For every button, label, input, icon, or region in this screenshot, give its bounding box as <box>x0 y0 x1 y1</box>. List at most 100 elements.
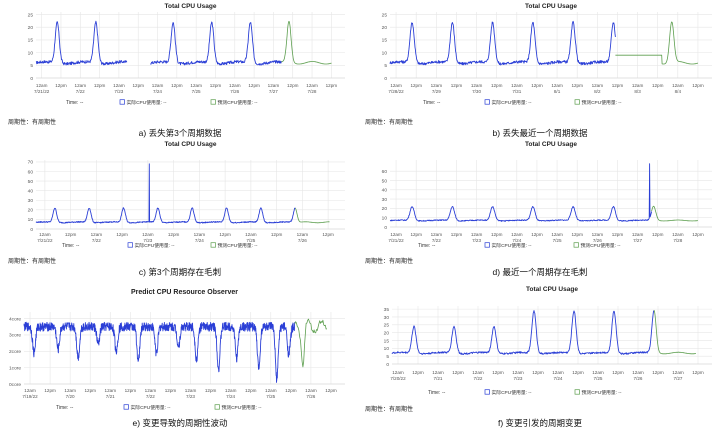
chart-svg-b: Total CPU Usage051015202512am7/28/2212pm… <box>382 3 712 106</box>
x-tick-label: 12am <box>672 370 684 375</box>
x-tick-label: 12am <box>552 370 564 375</box>
x-tick-label: 7/30 <box>472 89 481 94</box>
y-tick-label: 2core <box>9 349 21 355</box>
y-tick-label: 0 <box>384 225 387 231</box>
x-tick-label: 12pm <box>65 232 77 237</box>
x-tick-label: 12pm <box>532 370 544 375</box>
x-tick-label: 7/22 <box>92 238 101 243</box>
x-tick-label: 12pm <box>322 232 334 237</box>
x-tick-label: 7/26 <box>593 238 602 243</box>
legend-predicted-label: 预测CPU使用量: -- <box>222 404 262 411</box>
periodicity-label: 周期性：有周期性 <box>365 259 414 265</box>
predicted-series-line <box>653 310 697 355</box>
x-tick-label: 12pm <box>412 370 424 375</box>
x-tick-label: 12pm <box>492 370 504 375</box>
legend-actual-label: 实际CPU使用量: -- <box>492 242 532 249</box>
legend-predicted-label: 预测CPU使用量: -- <box>218 242 258 249</box>
legend-predicted-label: 预测CPU使用量: -- <box>582 389 622 396</box>
legend-actual-label: 实际CPU使用量: -- <box>127 99 167 106</box>
x-tick-label: 7/24 <box>195 238 204 243</box>
x-tick-label: 7/29 <box>432 89 441 94</box>
time-label: Time: <box>418 243 430 249</box>
x-tick-label: 12pm <box>692 83 704 88</box>
x-tick-label: 12pm <box>571 232 583 237</box>
legend-swatch-actual <box>484 389 490 395</box>
chart-svg-c: Total CPU Usage01020304050607012am7/21/2… <box>28 141 345 249</box>
x-tick-label: 12am <box>632 83 644 88</box>
legend-swatch-actual <box>484 242 490 248</box>
x-tick-label: 7/24 <box>512 238 521 243</box>
y-tick-label: 20 <box>28 25 34 31</box>
x-tick-label: 7/31 <box>512 89 521 94</box>
x-tick-label: 7/24 <box>226 394 235 399</box>
time-value: -- <box>70 405 74 411</box>
x-tick-label: 12am <box>194 232 206 237</box>
x-tick-label: 12pm <box>410 83 422 88</box>
y-tick-label: 15 <box>28 38 34 44</box>
x-tick-label: 12pm <box>572 370 584 375</box>
x-tick-label: 12pm <box>612 232 624 237</box>
chart-svg-e: Predict CPU Resource Observer 0core 1core 2… <box>9 289 345 411</box>
actual-series-line <box>149 21 282 66</box>
x-tick-label: 7/23 <box>186 394 195 399</box>
y-tick-label: 60 <box>28 169 34 175</box>
chart-title: Total CPU Usage <box>525 3 577 10</box>
x-tick-label: 7/21 <box>106 394 115 399</box>
x-tick-label: 12pm <box>491 232 503 237</box>
legend-swatch-predicted <box>214 404 220 410</box>
x-tick-label: 12am <box>24 388 36 393</box>
x-tick-label: 12am <box>511 232 523 237</box>
legend-actual-label: 实际CPU使用量: -- <box>135 242 175 249</box>
x-tick-label: 12am <box>471 232 483 237</box>
chart-panel-b: Total CPU Usage 0 5 10 15 20 25 12am 7/28/22 12pm… <box>360 0 720 126</box>
x-tick-label: 7/19/22 <box>22 394 38 399</box>
x-tick-label: 12pm <box>652 370 664 375</box>
x-tick-label: 12am <box>225 388 237 393</box>
x-tick-label: 7/22 <box>432 238 441 243</box>
x-tick-label: 12pm <box>205 388 217 393</box>
y-tick-label: 60 <box>382 169 388 175</box>
y-tick-label: 40 <box>28 188 34 194</box>
x-tick-label: 7/25 <box>246 238 255 243</box>
predicted-series-line <box>615 21 698 65</box>
chart-svg-f: Total CPU Usage0510152025303512am7/20/22… <box>384 286 712 396</box>
y-tick-label: 30 <box>382 197 388 203</box>
x-tick-label: 12pm <box>248 83 260 88</box>
time-value: -- <box>432 243 436 249</box>
y-tick-label: 20 <box>382 206 388 212</box>
x-tick-label: 12am <box>632 370 644 375</box>
y-tick-label: 20 <box>28 208 34 214</box>
periodicity-label: 周期性：有周期性 <box>8 120 57 126</box>
x-tick-label: 12am <box>392 370 404 375</box>
time-label: Time: <box>62 243 74 249</box>
x-tick-label: 7/23 <box>114 89 123 94</box>
caption-e: e) 变更导致的周期性波动 <box>132 418 228 428</box>
legend-swatch-actual <box>127 242 133 248</box>
time-label: Time: <box>56 405 68 411</box>
x-tick-label: 7/28 <box>308 89 317 94</box>
legend-swatch-actual <box>123 404 129 410</box>
legend-swatch-actual <box>119 99 125 105</box>
x-tick-label: 7/21/22 <box>37 238 53 243</box>
x-tick-label: 12am <box>305 388 317 393</box>
x-tick-label: 8/4 <box>675 89 682 94</box>
y-tick-label: 20 <box>384 330 390 336</box>
y-tick-label: 0 <box>384 76 387 82</box>
x-tick-label: 7/22 <box>76 89 85 94</box>
y-tick-label: 0 <box>386 362 389 368</box>
time-label: Time: <box>423 100 435 106</box>
actual-series-line <box>35 163 296 224</box>
x-tick-label: 7/23 <box>514 376 523 381</box>
y-tick-label: 10 <box>384 346 390 352</box>
x-tick-label: 12pm <box>116 232 128 237</box>
x-tick-label: 12pm <box>245 388 257 393</box>
y-tick-label: 5 <box>384 63 387 69</box>
chart-panel-d: Total CPU Usage 0 10 20 30 40 50 60 12am 7/21/22 1… <box>360 140 720 265</box>
time-value: -- <box>76 243 80 249</box>
y-tick-label: 25 <box>384 323 390 329</box>
x-tick-label: 12pm <box>410 232 422 237</box>
y-tick-label: 5 <box>386 354 389 360</box>
y-tick-label: 35 <box>384 307 390 313</box>
x-tick-label: 12pm <box>531 232 543 237</box>
x-tick-label: 8/3 <box>634 89 641 94</box>
